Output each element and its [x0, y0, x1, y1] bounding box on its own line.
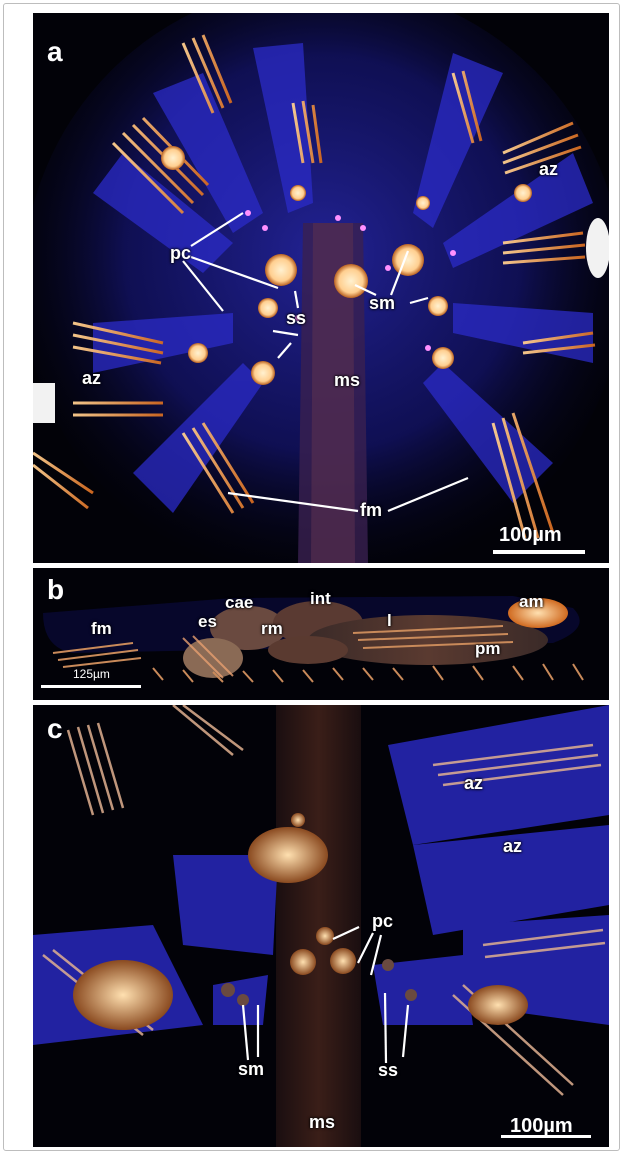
panel-a-micrograph: a az az pc ss sm ms fm 100µm [33, 13, 609, 563]
scale-bar-label-c: 100µm [510, 1115, 573, 1137]
label-l: l [387, 611, 392, 630]
label-rm: rm [261, 619, 283, 638]
scale-bar-label-a: 100µm [499, 524, 562, 546]
panel-b-micrograph: b fm cae int es rm l am pm 125µm [33, 568, 609, 700]
panel-c-micrograph: c az az pc sm ss ms 100µm [33, 705, 609, 1147]
label-pc: pc [170, 243, 192, 263]
scale-bar-a [493, 550, 585, 554]
panel-b-letter: b [47, 574, 65, 605]
label-cae: cae [225, 593, 254, 612]
label-pm: pm [475, 639, 501, 658]
label-sm: sm [369, 293, 396, 313]
label-fm-b: fm [91, 619, 112, 638]
label-int: int [310, 589, 331, 608]
label-pc-c: pc [372, 911, 394, 931]
scale-bar-b [41, 685, 141, 688]
label-az-left: az [82, 368, 102, 388]
label-az-upper: az [539, 159, 559, 179]
panel-b-image [33, 568, 609, 700]
label-az-upper-c: az [464, 773, 484, 793]
label-am: am [519, 592, 544, 611]
panel-a-letter: a [47, 36, 63, 67]
scale-bar-c [501, 1135, 591, 1138]
label-az-lower-c: az [503, 836, 523, 856]
label-ss-c: ss [378, 1060, 399, 1080]
panel-a-image [33, 13, 609, 563]
label-es: es [198, 612, 217, 631]
figure-frame [3, 3, 620, 1151]
panel-c-image [33, 705, 609, 1147]
label-fm: fm [360, 500, 382, 520]
label-ms: ms [334, 370, 361, 390]
panel-c-letter: c [47, 713, 63, 744]
label-sm-c: sm [238, 1059, 265, 1079]
scale-bar-label-b: 125µm [73, 667, 110, 681]
label-ss: ss [286, 308, 307, 328]
label-ms-c: ms [309, 1112, 336, 1132]
